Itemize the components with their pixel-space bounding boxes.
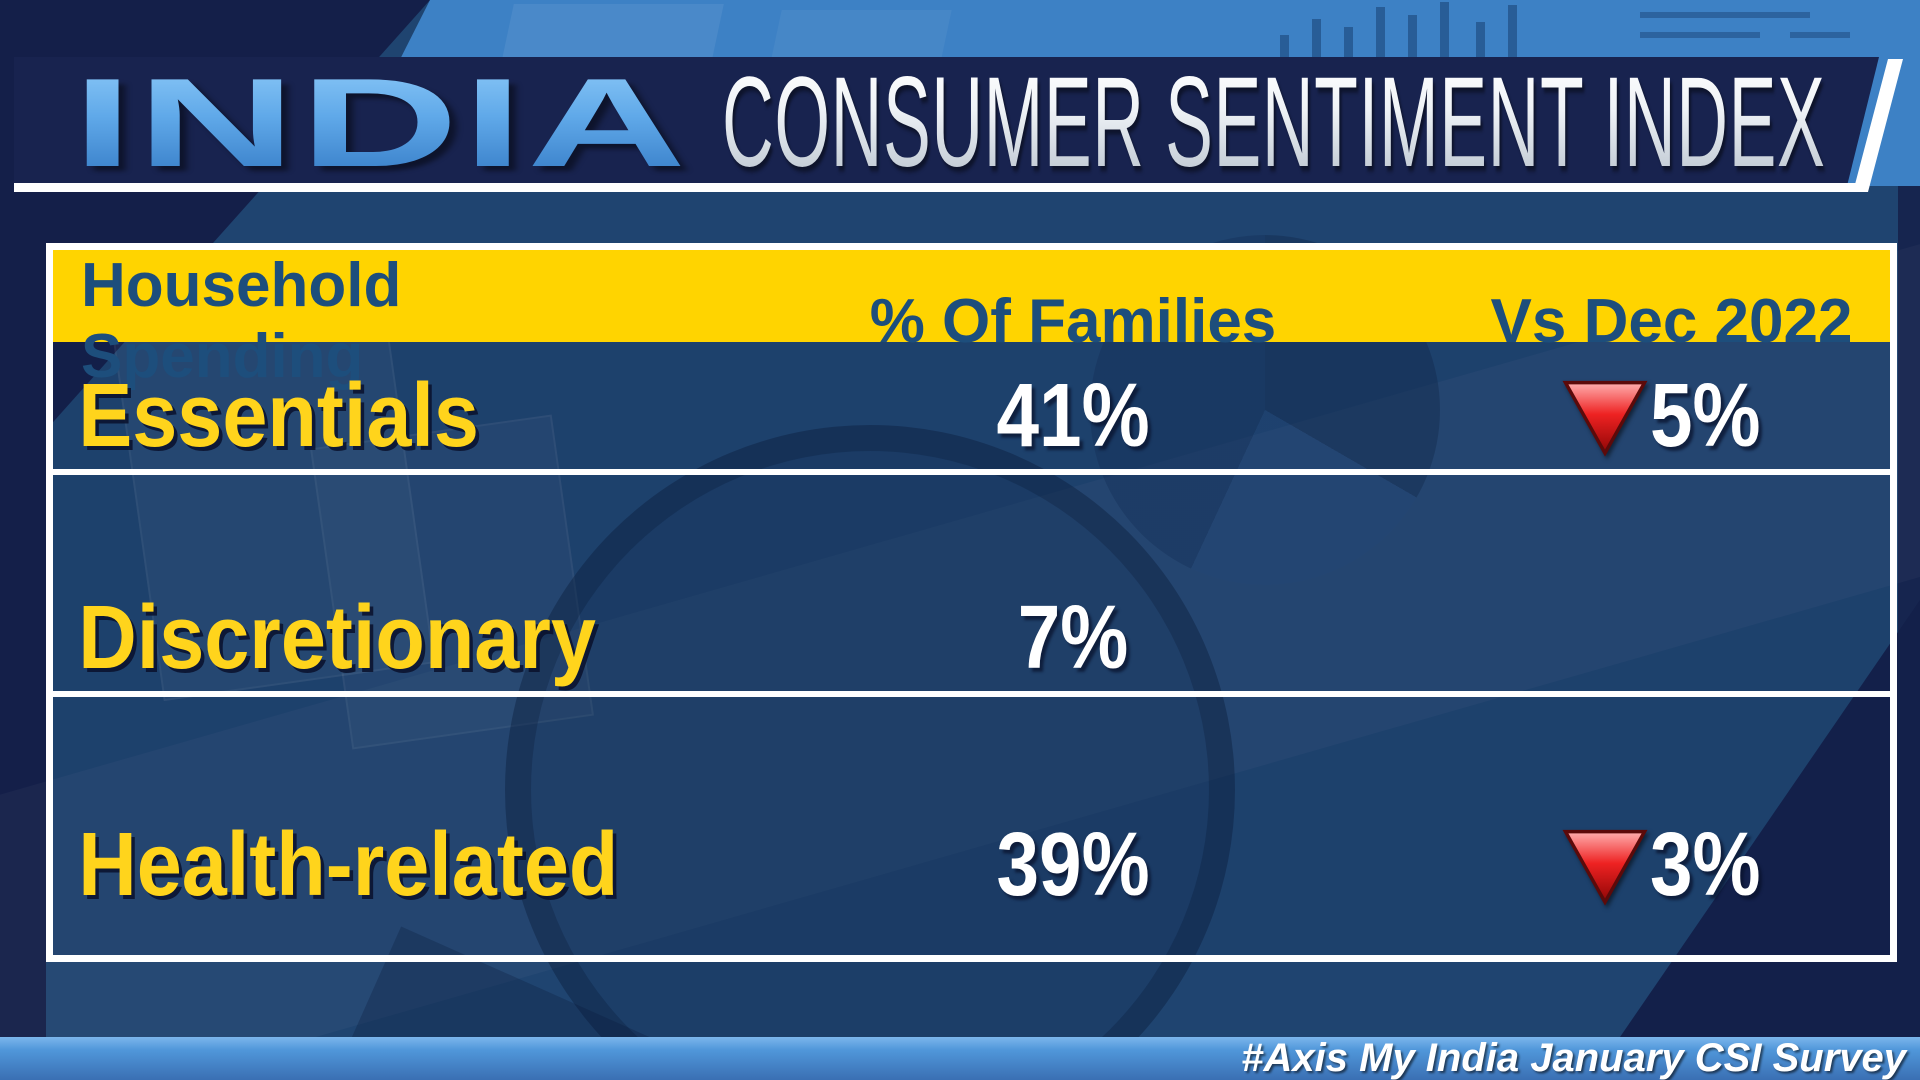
table-row: Health-related 39% 3% bbox=[53, 814, 1890, 917]
column-header-household-spending: Household Spending bbox=[81, 251, 402, 391]
vs-dec-value: 3% bbox=[1650, 815, 1762, 915]
title-rest: CONSUMER SENTIMENT INDEX bbox=[722, 51, 1826, 194]
column-header-pct-of-families: % Of Families bbox=[869, 286, 1277, 356]
table-row: Essentials 41% 5% bbox=[53, 365, 1890, 468]
row-label: Essentials bbox=[78, 366, 479, 466]
row-label: Discretionary bbox=[78, 588, 596, 688]
background-sheet-line bbox=[1790, 32, 1850, 38]
vs-dec-cell: 5% bbox=[1562, 365, 1780, 468]
column-header-vs-dec-2022: Vs Dec 2022 bbox=[1490, 286, 1853, 356]
background-sheet-line bbox=[1640, 12, 1810, 18]
background-sheet-line bbox=[1640, 32, 1760, 38]
background-bar-chart bbox=[1280, 0, 1610, 57]
background-left-edge bbox=[0, 57, 46, 1037]
table-header-row: Household Spending % Of Families Vs Dec … bbox=[53, 250, 1890, 391]
row-separator bbox=[53, 469, 1890, 475]
vs-dec-cell: 3% bbox=[1562, 814, 1780, 917]
table-row: Discretionary 7% bbox=[53, 587, 1890, 688]
families-pct-value: 39% bbox=[996, 815, 1150, 915]
down-triangle-icon bbox=[1562, 380, 1648, 457]
footer-band: #Axis My India January CSI Survey bbox=[0, 1036, 1920, 1080]
spending-table: Household Spending % Of Families Vs Dec … bbox=[46, 243, 1897, 962]
title-bar bbox=[14, 57, 1879, 190]
down-triangle-icon bbox=[1562, 829, 1648, 906]
source-hashtag: #Axis My India January CSI Survey bbox=[1241, 1036, 1906, 1080]
row-separator bbox=[53, 691, 1890, 697]
title-underline bbox=[14, 183, 1856, 192]
vs-dec-value: 5% bbox=[1650, 366, 1762, 466]
row-label: Health-related bbox=[78, 815, 619, 915]
title-highlight: INDIA bbox=[72, 52, 690, 193]
background-right-edge bbox=[1898, 186, 1920, 1037]
families-pct-value: 7% bbox=[1017, 588, 1129, 688]
page-title: INDIA CONSUMER SENTIMENT INDEX bbox=[0, 51, 1920, 194]
families-pct-value: 41% bbox=[996, 366, 1150, 466]
